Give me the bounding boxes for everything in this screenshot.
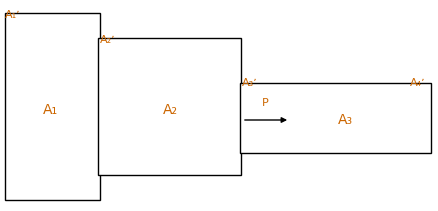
- Text: A₁: A₁: [42, 103, 57, 117]
- Bar: [240, 83, 431, 153]
- Text: P: P: [261, 98, 268, 108]
- Text: A₁ʼ: A₁ʼ: [5, 10, 21, 20]
- Bar: [5, 13, 100, 200]
- Text: A₃: A₃: [337, 113, 353, 127]
- Text: A₂ʼ: A₂ʼ: [100, 35, 116, 45]
- Text: A₂: A₂: [162, 103, 177, 117]
- Text: A₃ʼ: A₃ʼ: [242, 78, 258, 88]
- Text: A₄ʼ: A₄ʼ: [410, 78, 426, 88]
- Bar: [98, 38, 241, 175]
